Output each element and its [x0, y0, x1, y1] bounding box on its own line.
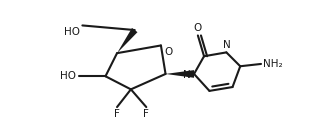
Text: HO: HO [64, 27, 80, 37]
Text: N: N [183, 70, 191, 80]
Polygon shape [165, 70, 194, 78]
Text: F: F [114, 109, 120, 119]
Text: F: F [143, 109, 149, 119]
Polygon shape [117, 28, 138, 53]
Text: HO: HO [60, 71, 76, 81]
Text: O: O [165, 47, 173, 57]
Text: NH₂: NH₂ [263, 59, 283, 69]
Text: N: N [223, 40, 230, 50]
Text: O: O [194, 23, 202, 33]
